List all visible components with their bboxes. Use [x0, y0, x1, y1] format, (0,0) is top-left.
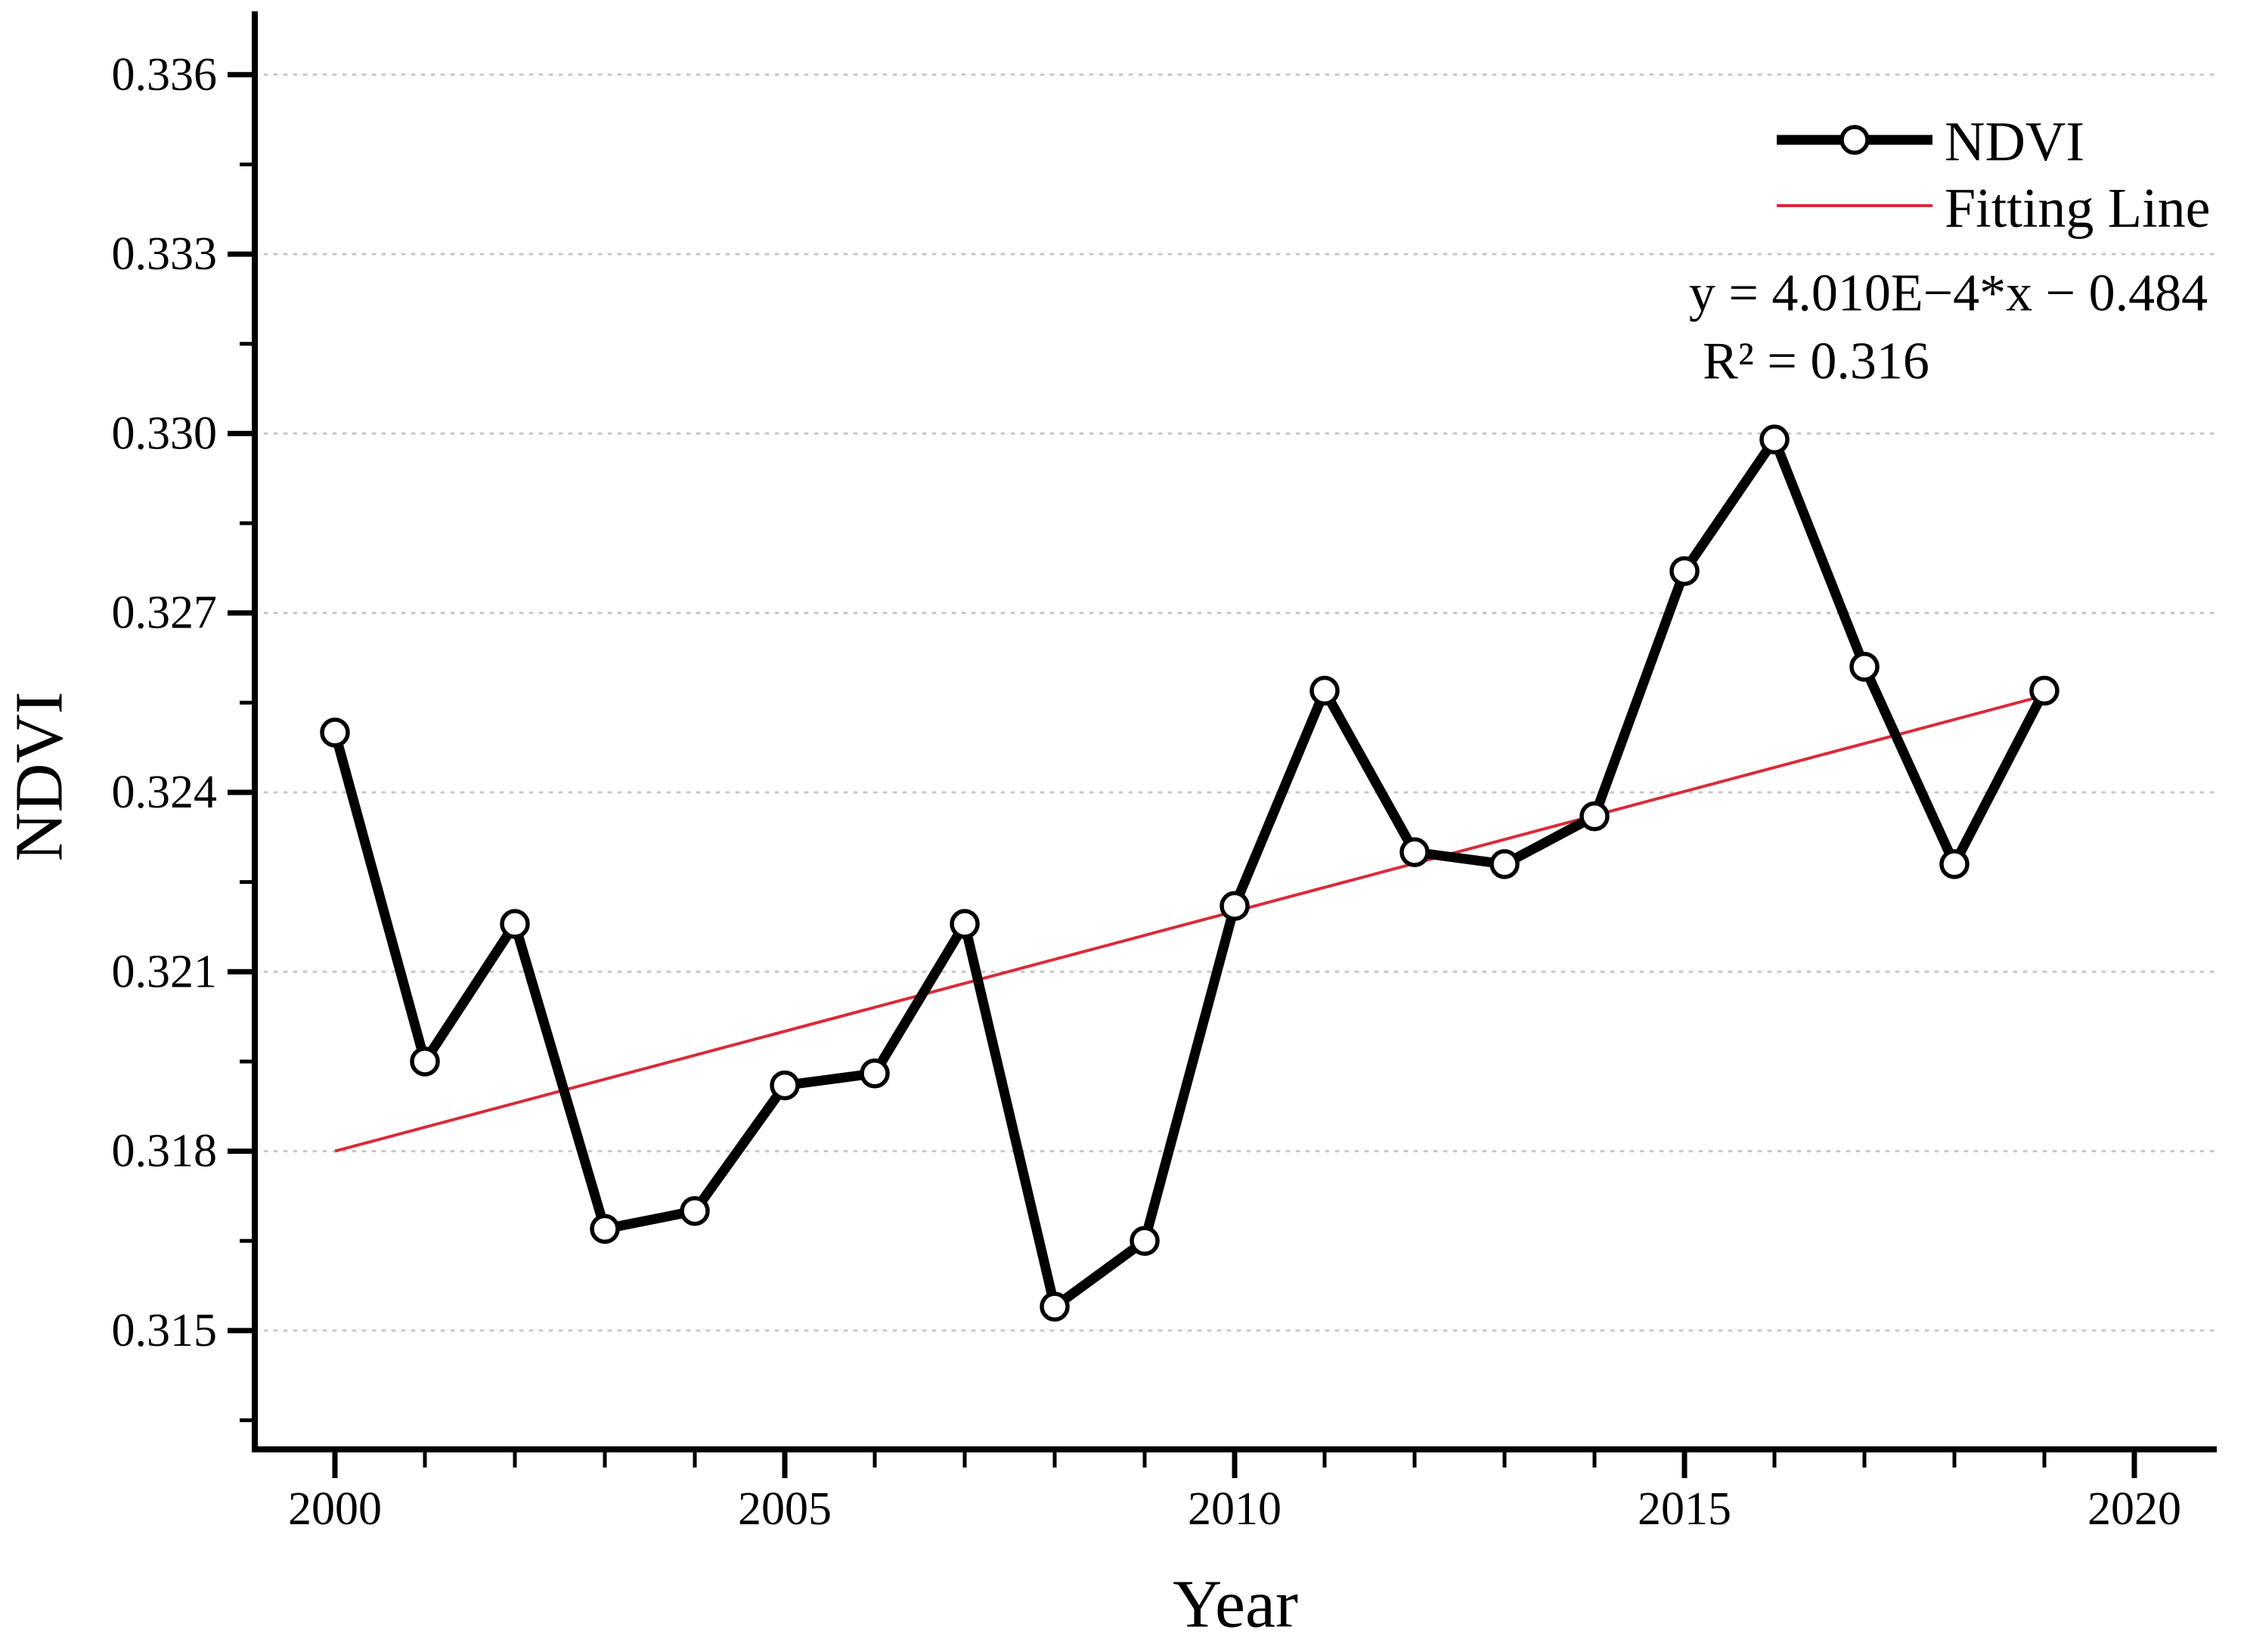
data-point-marker: [500, 909, 530, 939]
x-tick-label: 2010: [1188, 1483, 1282, 1535]
y-tick-label: 0.315: [112, 1305, 218, 1356]
data-point-marker: [410, 1046, 440, 1077]
y-tick-label: 0.336: [112, 49, 218, 101]
data-point-marker: [950, 909, 980, 939]
data-point-marker: [1309, 675, 1340, 706]
ticks-layer: [228, 72, 2137, 1478]
legend: NDVI Fitting Line: [1777, 111, 2211, 240]
x-tick-label: 2005: [738, 1483, 832, 1535]
data-point-marker: [1040, 1291, 1070, 1322]
legend-fitting-line-label: Fitting Line: [1945, 178, 2211, 240]
fit-equation-text: y = 4.010E−4*x − 0.484: [1689, 265, 2208, 323]
data-point-marker: [590, 1213, 620, 1244]
data-point-marker: [1849, 652, 1880, 682]
y-tick-label: 0.333: [112, 228, 218, 280]
tick-labels-layer: 0.315 0.318 0.321 0.324 0.327 0.330 0.333 0.336…: [112, 49, 2182, 1535]
x-tick-label: 2020: [2087, 1483, 2181, 1535]
data-point-marker: [2029, 675, 2059, 706]
data-point-marker: [1759, 424, 1790, 455]
ndvi-line: [330, 434, 2050, 1312]
data-point-marker: [1579, 801, 1610, 832]
x-tick-label: 2015: [1638, 1483, 1731, 1535]
x-tick-label: 2000: [288, 1483, 382, 1535]
data-point-marker: [1130, 1226, 1160, 1256]
y-tick-label: 0.321: [112, 946, 218, 997]
y-tick-label: 0.327: [112, 587, 218, 639]
data-point-marker: [1220, 891, 1250, 922]
data-point-marker: [320, 718, 350, 748]
data-point-marker: [860, 1058, 890, 1089]
y-axis-title: NDVI: [2, 692, 77, 862]
y-tick-label: 0.324: [112, 767, 218, 818]
y-tick-label: 0.318: [112, 1126, 218, 1177]
data-point-marker: [680, 1195, 710, 1226]
legend-ndvi-marker-icon: [1839, 125, 1870, 155]
fitting-line: [334, 694, 2045, 1153]
ndvi-series-layer: [320, 424, 2059, 1322]
y-tick-label: 0.330: [112, 408, 218, 459]
data-point-marker: [1669, 556, 1700, 587]
r-squared-text: R² = 0.316: [1703, 333, 1929, 391]
data-point-marker: [770, 1070, 800, 1101]
x-axis-title: Year: [1173, 1567, 1298, 1642]
data-point-marker: [1399, 837, 1430, 867]
data-point-marker: [1489, 849, 1520, 879]
data-point-marker: [1939, 849, 1970, 879]
fitting-line-layer: [334, 694, 2045, 1153]
legend-ndvi-label: NDVI: [1945, 111, 2084, 173]
